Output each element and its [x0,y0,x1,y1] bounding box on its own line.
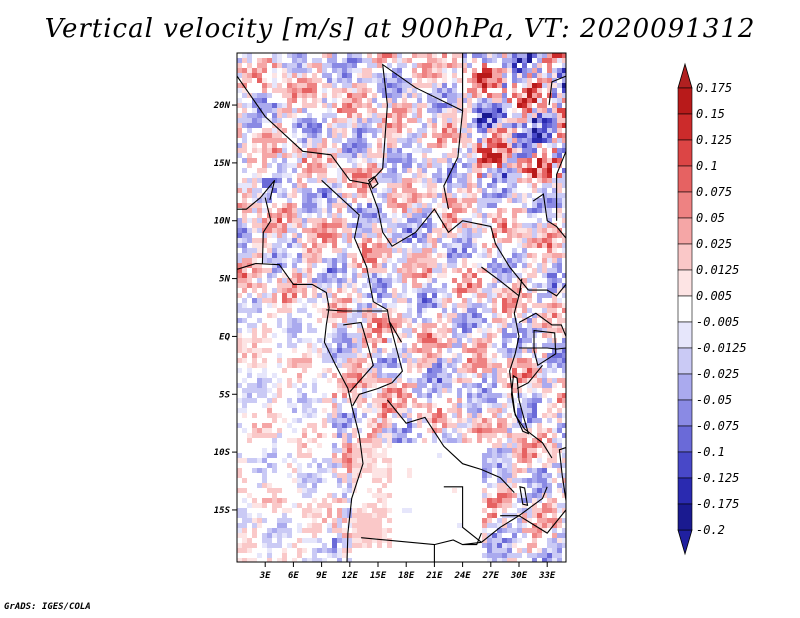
lat-tick-label: 15S [214,506,231,516]
colorbar-swatch [677,191,693,219]
lon-tick-label: 15E [370,571,387,581]
colorbar-swatch [677,139,693,167]
lon-tick-label: 30E [510,571,528,581]
latitude-axis: 20N 15N 10N 5N EQ 5S 10S 15S [213,101,237,516]
lon-tick-label: 24E [453,571,471,581]
colorbar-label: 0.025 [696,237,732,251]
colorbar-label: 0.05 [696,211,725,225]
colorbar-label: -0.0125 [696,341,747,355]
colorbar-swatch [677,425,693,453]
colorbar-swatch [677,165,693,193]
colorbar-label: -0.2 [696,523,725,537]
colorbar-label: 0.075 [696,185,732,199]
lon-tick-label: 9E [316,571,327,581]
lon-tick-label: 6E [288,571,299,581]
colorbar-swatch [677,269,693,297]
colorbar-label: -0.025 [696,367,739,381]
lat-tick-label: 5N [219,275,230,285]
lon-tick-label: 33E [538,571,556,581]
colorbar-label: 0.0125 [696,263,739,277]
colorbar-swatch [677,477,693,505]
colorbar-label: 0.15 [696,107,725,121]
colorbar-swatch [677,503,693,531]
colorbar-swatch [677,373,693,401]
colorbar: 0.175 0.15 0.125 0.1 0.075 0.05 0.025 0.0125 0.0… [677,62,747,556]
colorbar-label: -0.175 [696,497,739,511]
colorbar-swatch [677,113,693,141]
colorbar-label: 0.175 [696,81,732,95]
lon-tick-label: 12E [342,571,359,581]
lon-tick-label: 21E [425,571,443,581]
lat-tick-label: 20N [213,101,231,111]
map-title: Vertical velocity [m/s] at 900hPa, VT: 2… [44,14,756,44]
colorbar-swatch [677,321,693,349]
lat-tick-label: 10N [214,217,231,227]
longitude-axis: 3E 6E 9E 12E 15E 18E 21E 24E 27E 30E 33E [259,562,556,581]
grads-credit: GrADS: IGES/COLA [4,602,91,612]
colorbar-swatch [677,87,693,115]
colorbar-label: 0.125 [696,133,732,147]
colorbar-label: -0.005 [696,315,739,329]
colorbar-top-arrow [677,62,693,89]
colorbar-swatch [677,347,693,375]
colorbar-label: 0.1 [696,159,718,173]
colorbar-label: -0.075 [696,419,739,433]
lat-tick-label: 15N [214,159,231,169]
colorbar-label: -0.05 [696,393,732,407]
colorbar-swatch [677,217,693,245]
lat-tick-label: 5S [219,390,230,400]
velocity-field [237,53,566,562]
colorbar-swatch [677,399,693,427]
lon-tick-label: 18E [398,571,415,581]
lat-tick-label: 10S [214,448,231,458]
lon-tick-label: 3E [259,571,271,581]
map-frame [236,52,567,563]
colorbar-label: -0.1 [696,445,725,459]
colorbar-swatch [677,295,693,323]
colorbar-label: -0.125 [696,471,739,485]
country-borders [237,53,566,562]
colorbar-bottom-arrow [677,529,693,556]
colorbar-swatch [677,451,693,479]
colorbar-label: 0.005 [696,289,732,303]
lat-tick-label: EQ [219,332,230,342]
lon-tick-label: 27E [482,571,500,581]
colorbar-swatch [677,243,693,271]
